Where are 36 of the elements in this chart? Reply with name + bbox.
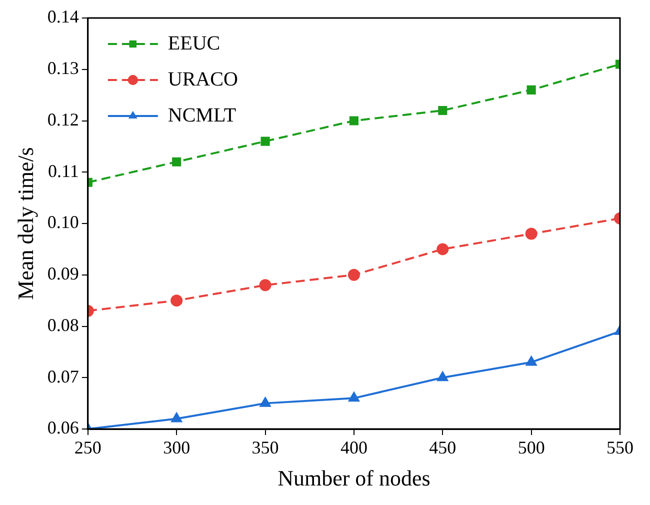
- y-tick-label: 0.11: [48, 160, 79, 181]
- x-tick-label: 250: [74, 438, 102, 458]
- x-axis-title: Number of nodes: [278, 466, 430, 491]
- point: [260, 136, 270, 146]
- point: [171, 412, 182, 422]
- y-tick-label: 0.08: [47, 314, 79, 335]
- point: [349, 116, 358, 126]
- legend-label: EEUC: [168, 32, 220, 54]
- y-tick-label: 0.13: [47, 58, 79, 78]
- point: [437, 372, 448, 382]
- point: [438, 106, 448, 116]
- point: [348, 392, 360, 402]
- point: [525, 228, 538, 240]
- x-tick-label: 450: [429, 438, 456, 458]
- point: [172, 157, 182, 166]
- point: [348, 268, 360, 281]
- x-tick-label: 400: [340, 438, 368, 458]
- legend-label: NCMLT: [168, 104, 236, 126]
- y-tick-label: 0.12: [47, 109, 79, 130]
- y-tick-label: 0.06: [47, 418, 79, 438]
- y-tick-label: 0.09: [47, 264, 79, 284]
- y-tick-label: 0.10: [47, 212, 79, 232]
- x-tick-label: 350: [252, 438, 279, 458]
- point: [526, 356, 537, 366]
- point: [170, 294, 183, 307]
- point: [436, 243, 449, 256]
- point: [259, 279, 272, 292]
- y-axis-title: Mean dely time/s: [12, 147, 38, 300]
- point: [526, 85, 536, 94]
- x-tick-label: 500: [518, 438, 545, 458]
- y-tick-label: 0.07: [47, 366, 79, 386]
- point: [260, 397, 271, 407]
- x-tick-label: 300: [163, 438, 190, 458]
- y-tick-label: 0.14: [47, 6, 79, 27]
- legend-label: URACO: [168, 68, 238, 90]
- x-tick-label: 550: [606, 438, 634, 458]
